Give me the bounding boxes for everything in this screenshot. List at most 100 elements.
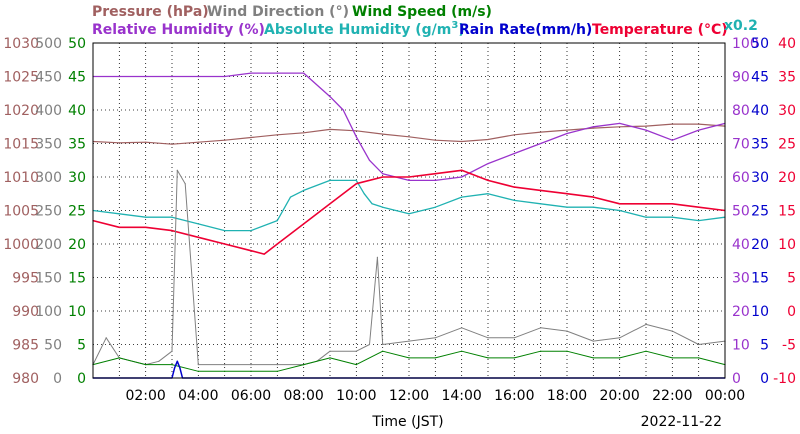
point-pressure-hpa (145, 141, 147, 143)
point-wind-speed-m-s (434, 357, 436, 359)
point-wind-speed-m-s (329, 357, 331, 359)
point-absolute-humidity-x0-2 (224, 230, 226, 232)
y-tick-label-wind-speed: 45 (68, 70, 86, 86)
point-pressure-hpa (303, 132, 305, 134)
point-absolute-humidity-x0-2 (592, 206, 594, 208)
point-wind-speed-m-s (276, 370, 278, 372)
title-wind-direction: Wind Direction (°) (207, 4, 349, 20)
point-wind-speed-m-s (513, 357, 515, 359)
point-pressure-hpa (408, 136, 410, 138)
title-absolute-humidity-close: ) (458, 22, 464, 38)
point-absolute-humidity-x0-2 (197, 223, 199, 225)
point-wind-speed-m-s (250, 370, 252, 372)
point-absolute-humidity-x0-2 (145, 216, 147, 218)
point-relative-humidity (342, 109, 344, 111)
y-tick-label-wind-direction: 150 (35, 271, 62, 287)
y-tick-label-pressure: 1020 (3, 103, 39, 119)
point-relative-humidity (487, 163, 489, 165)
x-tick-label: 06:00 (231, 388, 271, 404)
point-temperature-c (566, 193, 568, 195)
title-temperature: Temperature (°C) (592, 22, 728, 38)
point-pressure-hpa (461, 140, 463, 143)
y-tick-label-temperature: 20 (778, 170, 796, 186)
point-wind-direction (434, 337, 436, 339)
point-wind-speed-m-s (118, 357, 120, 359)
y-tick-label-wind-speed: 10 (68, 304, 86, 320)
point-temperature-c (408, 176, 410, 178)
point-relative-humidity (368, 159, 371, 161)
point-wind-speed-m-s (408, 357, 410, 359)
point-wind-direction (158, 360, 160, 362)
y-tick-label-pressure: 1025 (3, 70, 39, 86)
point-wind-speed-m-s (619, 357, 621, 359)
point-pressure-hpa (329, 128, 331, 130)
series-temperature-c (92, 169, 726, 255)
point-pressure-hpa (513, 134, 515, 136)
point-wind-direction (276, 364, 278, 366)
y-tick-label-wind-direction: 250 (35, 204, 62, 220)
y-tick-label-rain-rate: 15 (751, 271, 769, 287)
series-absolute-humidity-x0-2 (92, 179, 726, 232)
y-tick-label-wind-direction: 200 (35, 237, 62, 253)
y-tick-label-temperature: 15 (778, 204, 796, 220)
point-relative-humidity (276, 72, 278, 74)
y-tick-label-wind-speed: 5 (77, 338, 86, 354)
point-relative-humidity (671, 139, 673, 141)
y-tick-label-wind-speed: 15 (68, 271, 86, 287)
title-absolute-humidity: Absolute Humidity (g/m3) (264, 20, 465, 38)
y-tick-label-wind-direction: 500 (35, 36, 62, 52)
y-tick-label-temperature: 25 (778, 137, 796, 153)
y-tick-label-relative-humidity: 90 (732, 70, 750, 86)
x-tick-label: 20:00 (599, 388, 639, 404)
y-tick-label-rain-rate: 30 (751, 170, 769, 186)
point-pressure-hpa (250, 136, 252, 139)
point-relative-humidity (698, 129, 700, 131)
point-pressure-hpa (434, 139, 436, 141)
point-relative-humidity (434, 179, 436, 181)
y-tick-label-temperature: 30 (778, 103, 796, 119)
point-rain-rate-mm-h (179, 367, 181, 369)
y-tick-label-relative-humidity: 70 (732, 137, 750, 153)
point-wind-direction (376, 256, 378, 258)
point-relative-humidity (355, 136, 357, 138)
y-tick-label-relative-humidity: 20 (732, 304, 750, 320)
point-absolute-humidity-x0-2 (276, 220, 278, 222)
y-tick-label-temperature: -10 (773, 371, 796, 387)
point-wind-speed-m-s (355, 364, 357, 366)
point-wind-direction (619, 337, 621, 339)
point-temperature-c (171, 230, 173, 232)
point-wind-speed-m-s (487, 357, 489, 359)
y-tick-label-rain-rate: 20 (751, 237, 769, 253)
point-absolute-humidity-x0-2 (355, 179, 357, 181)
y-tick-label-rain-rate: 10 (751, 304, 769, 320)
y-tick-label-pressure: 980 (12, 371, 39, 387)
x-tick-label: 14:00 (441, 388, 481, 404)
point-temperature-c (619, 203, 621, 205)
point-pressure-hpa (645, 125, 647, 127)
y-tick-label-relative-humidity: 30 (732, 271, 750, 287)
point-wind-direction (329, 350, 331, 352)
point-relative-humidity (592, 126, 594, 128)
point-temperature-c (382, 176, 384, 178)
point-absolute-humidity-x0-2 (329, 179, 331, 181)
point-wind-direction (176, 169, 178, 171)
point-temperature-c (355, 183, 357, 185)
y-tick-label-relative-humidity: 40 (732, 237, 750, 253)
y-tick-label-wind-speed: 25 (68, 204, 86, 220)
point-temperature-c (592, 196, 594, 198)
point-pressure-hpa (487, 138, 489, 141)
point-relative-humidity (513, 152, 515, 155)
point-relative-humidity (224, 75, 226, 78)
point-relative-humidity (382, 173, 384, 175)
point-temperature-c (224, 243, 226, 245)
point-temperature-c (461, 169, 463, 171)
point-relative-humidity (408, 179, 410, 181)
point-relative-humidity (145, 75, 147, 78)
point-wind-speed-m-s (382, 350, 384, 352)
point-absolute-humidity-x0-2 (566, 206, 568, 208)
y-tick-label-pressure: 1030 (3, 36, 39, 52)
point-relative-humidity (540, 142, 542, 145)
point-relative-humidity (619, 122, 621, 124)
point-wind-speed-m-s (461, 350, 463, 352)
point-temperature-c (197, 236, 199, 238)
